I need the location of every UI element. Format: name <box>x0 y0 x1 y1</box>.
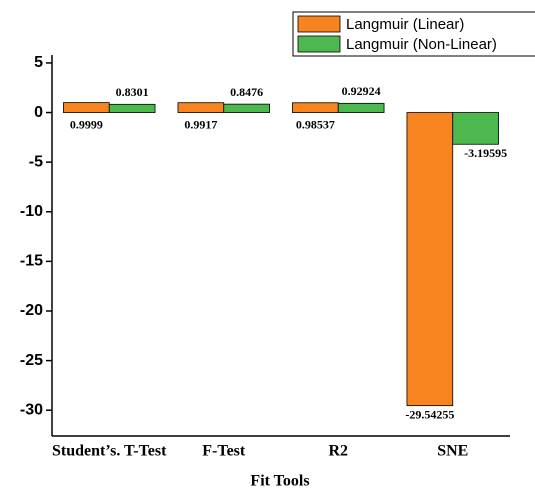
bar <box>223 103 270 113</box>
bar <box>63 102 110 113</box>
legend-label: Langmuir (Non-Linear) <box>346 36 497 53</box>
bar <box>177 102 225 113</box>
legend-swatch <box>297 35 341 53</box>
x-tick-label: F-Test <box>202 443 246 460</box>
y-tick-label: -30 <box>20 401 43 418</box>
legend-label: Langmuir (Linear) <box>346 16 464 33</box>
legend-swatch <box>297 15 341 33</box>
y-tick-label: 5 <box>34 54 43 71</box>
value-label: 0.9999 <box>70 117 103 131</box>
value-label: 0.8476 <box>230 85 263 99</box>
y-tick-label: -20 <box>20 302 43 319</box>
x-tick-label: Student’s. T-Test <box>52 443 167 460</box>
bar <box>337 102 385 113</box>
x-axis-label: Fit Tools <box>250 473 309 490</box>
y-tick-label: -15 <box>20 253 43 270</box>
bar <box>406 112 454 407</box>
value-label: 0.98537 <box>296 117 335 131</box>
y-tick-label: -5 <box>29 153 43 170</box>
bar <box>452 112 499 145</box>
value-label: 0.92924 <box>342 84 381 98</box>
value-label: 0.9917 <box>184 117 217 131</box>
bar <box>292 102 339 113</box>
bar <box>108 103 156 113</box>
y-tick-label: -25 <box>20 352 43 369</box>
y-tick-label: 0 <box>34 104 43 121</box>
y-tick-label: -10 <box>20 203 43 220</box>
x-tick-label: SNE <box>437 443 468 460</box>
value-label: -3.19595 <box>464 146 507 160</box>
value-label: 0.8301 <box>116 85 149 99</box>
value-label: -29.54255 <box>405 407 454 421</box>
x-tick-label: R2 <box>328 443 348 460</box>
